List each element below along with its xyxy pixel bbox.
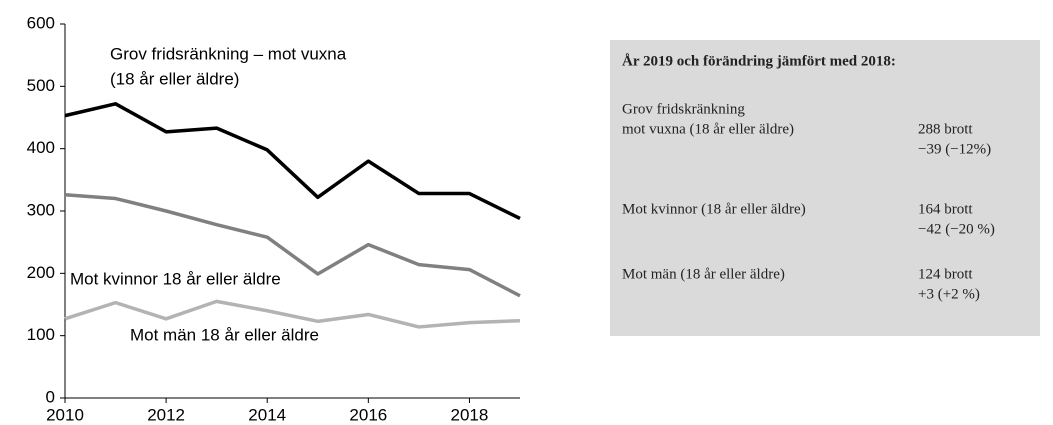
annotation: Mot män 18 år eller äldre (130, 325, 319, 344)
x-tick-label: 2012 (147, 405, 185, 424)
y-tick-label: 300 (27, 200, 55, 219)
y-tick-label: 500 (27, 76, 55, 95)
y-tick-label: 400 (27, 138, 55, 157)
series-line (64, 102, 521, 221)
info-label: Grov fridskränkning (622, 101, 745, 117)
info-value: 164 brott (918, 201, 973, 217)
y-tick-label: 200 (27, 263, 55, 282)
annotation: (18 år eller äldre) (110, 69, 239, 88)
annotation: Mot kvinnor 18 år eller äldre (70, 269, 281, 288)
info-label: Mot män (18 år eller äldre) (622, 266, 785, 282)
info-value: −42 (−20 %) (918, 221, 995, 237)
x-tick-label: 2018 (451, 405, 489, 424)
info-label: Mot kvinnor (18 år eller äldre) (622, 201, 806, 217)
annotation: Grov fridsränkning – mot vuxna (110, 44, 347, 63)
info-value: +3 (+2 %) (918, 286, 980, 302)
y-tick-label: 600 (27, 13, 55, 32)
info-title: År 2019 och förändring jämfört med 2018: (622, 53, 896, 69)
info-value: −39 (−12%) (918, 141, 991, 157)
x-tick-label: 2014 (248, 405, 286, 424)
info-label: mot vuxna (18 år eller äldre) (622, 121, 794, 137)
info-box (610, 40, 1040, 336)
x-tick-label: 2016 (349, 405, 387, 424)
info-value: 124 brott (918, 266, 973, 282)
series-line (64, 299, 521, 329)
y-tick-label: 100 (27, 325, 55, 344)
info-value: 288 brott (918, 121, 973, 137)
x-tick-label: 2010 (46, 405, 84, 424)
series-line (64, 193, 521, 298)
y-tick-label: 0 (46, 387, 55, 406)
